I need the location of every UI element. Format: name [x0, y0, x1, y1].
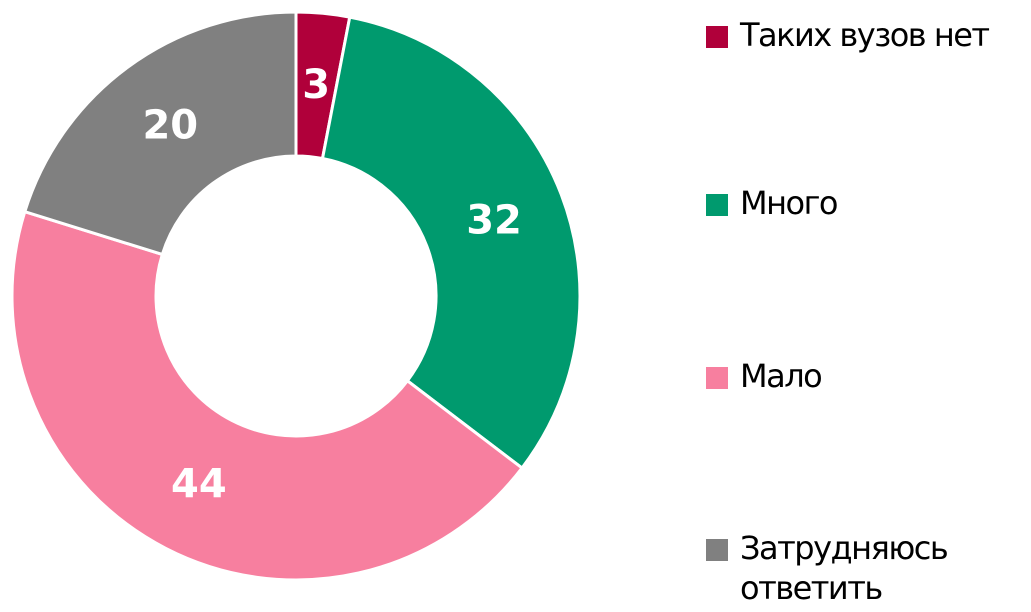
donut-segment: [10, 209, 525, 582]
donut-segment: [22, 10, 298, 257]
legend-swatch: [706, 539, 728, 561]
legend-label: Много: [740, 184, 837, 222]
legend-label: Затрудняюсь ответить: [740, 529, 956, 607]
value-label: 44: [171, 461, 227, 507]
legend-swatch: [706, 26, 728, 48]
legend-line: Затрудняюсь: [740, 529, 956, 567]
value-label: 3: [302, 62, 330, 108]
legend-line: ответить: [740, 569, 882, 607]
value-label: 32: [466, 197, 522, 243]
donut-segment: [320, 15, 582, 471]
legend-label: Таких вузов нет: [739, 16, 989, 54]
legend-label: Мало: [740, 357, 821, 395]
value-label: 20: [142, 102, 198, 148]
legend-swatch: [706, 194, 728, 216]
legend-swatch: [706, 367, 728, 389]
